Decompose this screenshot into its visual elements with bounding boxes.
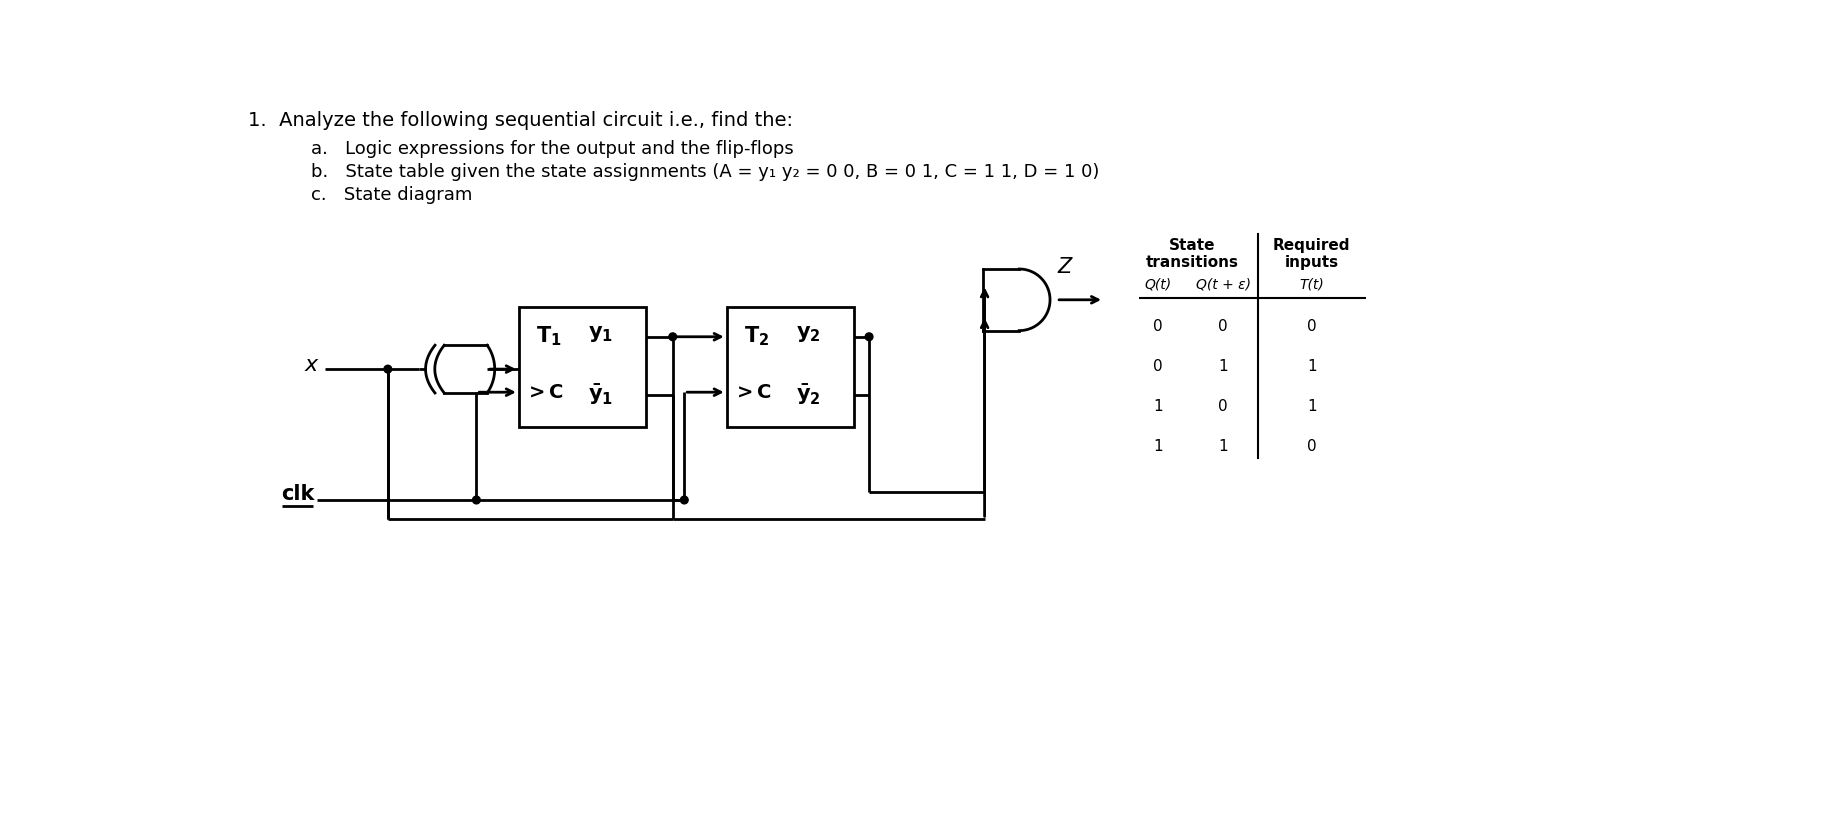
Text: 1: 1 — [1154, 399, 1163, 414]
Text: $\mathbf{\bar{y}_2}$: $\mathbf{\bar{y}_2}$ — [796, 383, 820, 407]
Circle shape — [669, 333, 677, 340]
Text: 1: 1 — [1154, 439, 1163, 454]
Text: 0: 0 — [1218, 399, 1229, 414]
Text: Q(t + ε): Q(t + ε) — [1196, 277, 1251, 291]
Text: b.   State table given the state assignments (A = y₁ y₂ = 0 0, B = 0 1, C = 1 1,: b. State table given the state assignmen… — [310, 163, 1099, 181]
Text: Q(t): Q(t) — [1144, 277, 1172, 291]
Text: T(t): T(t) — [1300, 277, 1324, 291]
Text: $\mathbf{y_1}$: $\mathbf{y_1}$ — [589, 325, 613, 344]
Bar — [519, 307, 646, 427]
Text: $\mathbf{T_2}$: $\mathbf{T_2}$ — [743, 325, 768, 348]
Text: a.   Logic expressions for the output and the flip-flops: a. Logic expressions for the output and … — [310, 139, 794, 158]
Text: 0: 0 — [1154, 359, 1163, 374]
Text: 0: 0 — [1154, 320, 1163, 334]
Text: 0: 0 — [1308, 439, 1317, 454]
Text: transitions: transitions — [1146, 255, 1240, 270]
Text: Required: Required — [1273, 238, 1350, 253]
Text: 0: 0 — [1308, 320, 1317, 334]
Text: 0: 0 — [1218, 320, 1229, 334]
Bar — [726, 307, 853, 427]
Text: 1.  Analyze the following sequential circuit i.e., find the:: 1. Analyze the following sequential circ… — [248, 111, 792, 130]
Circle shape — [383, 365, 392, 373]
Text: clk: clk — [282, 484, 315, 504]
Text: 1: 1 — [1308, 399, 1317, 414]
Text: State: State — [1170, 238, 1216, 253]
Text: inputs: inputs — [1286, 255, 1339, 270]
Text: $\mathbf{>C}$: $\mathbf{>C}$ — [525, 383, 565, 402]
Text: 1: 1 — [1218, 359, 1229, 374]
Circle shape — [473, 496, 481, 504]
Text: $\mathbf{\bar{y}_1}$: $\mathbf{\bar{y}_1}$ — [589, 383, 613, 407]
Text: $\mathbf{>C}$: $\mathbf{>C}$ — [734, 383, 772, 402]
Text: $\mathbf{y_2}$: $\mathbf{y_2}$ — [796, 325, 820, 344]
Text: 1: 1 — [1308, 359, 1317, 374]
Text: Z: Z — [1058, 257, 1073, 277]
Text: c.   State diagram: c. State diagram — [310, 186, 471, 204]
Circle shape — [866, 333, 873, 340]
Circle shape — [680, 496, 688, 504]
Text: x: x — [304, 355, 317, 375]
Text: $\mathbf{T_1}$: $\mathbf{T_1}$ — [536, 325, 561, 348]
Text: 1: 1 — [1218, 439, 1229, 454]
